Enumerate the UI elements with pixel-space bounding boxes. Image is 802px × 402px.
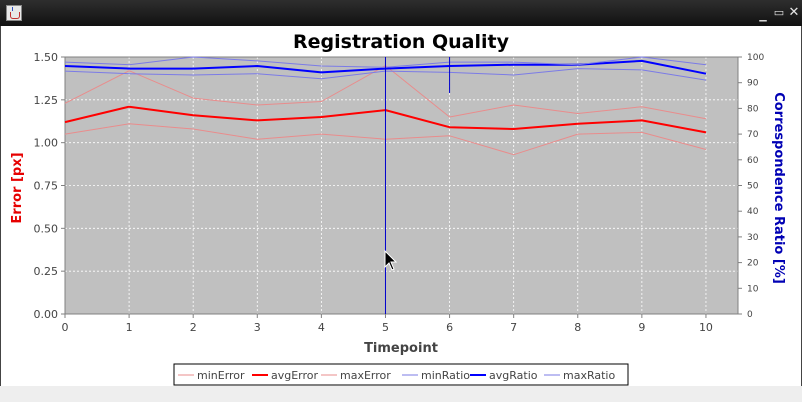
right-tick-label: 70: [747, 130, 759, 140]
mouse-cursor-icon: [384, 249, 398, 271]
right-tick-label: 30: [747, 233, 759, 243]
right-tick-label: 60: [747, 156, 759, 166]
legend-label-avgError: avgError: [271, 369, 319, 382]
java-app-icon[interactable]: [6, 5, 22, 21]
x-tick-label: 10: [699, 321, 713, 334]
right-axis-label: Correspondence Ratio [%]: [771, 92, 786, 284]
left-tick-label: 0.75: [34, 180, 59, 193]
x-tick-label: 0: [62, 321, 69, 334]
x-tick-label: 8: [574, 321, 581, 334]
left-tick-label: 1.00: [34, 137, 59, 150]
window-bottom-strip: [0, 386, 802, 402]
left-tick-label: 1.50: [34, 51, 59, 64]
left-tick-label: 0.00: [34, 308, 59, 321]
x-tick-label: 4: [318, 321, 325, 334]
x-tick-label: 3: [254, 321, 261, 334]
left-axis-label: Error [px]: [10, 152, 25, 223]
legend-label-avgRatio: avgRatio: [489, 369, 538, 382]
x-tick-label: 1: [126, 321, 133, 334]
left-tick-label: 0.25: [34, 265, 59, 278]
right-tick-label: 90: [747, 79, 759, 89]
x-tick-label: 9: [638, 321, 645, 334]
left-tick-label: 0.50: [34, 222, 59, 235]
chart-title: Registration Quality: [293, 31, 510, 53]
left-tick-label: 1.25: [34, 94, 59, 107]
maximize-icon[interactable]: ▭: [773, 6, 785, 19]
minimize-icon[interactable]: _: [759, 4, 767, 22]
window-titlebar: _ ▭ ✕: [0, 0, 802, 26]
x-tick-label: 2: [190, 321, 197, 334]
legend-label-maxError: maxError: [340, 369, 391, 382]
legend-label-minRatio: minRatio: [421, 369, 470, 382]
x-axis-label: Timepoint: [364, 341, 438, 356]
right-tick-label: 20: [747, 259, 759, 269]
legend-box: [173, 363, 629, 386]
right-tick-label: 100: [747, 53, 764, 63]
close-icon[interactable]: ✕: [788, 5, 800, 20]
legend-label-minError: minError: [197, 369, 245, 382]
right-tick-label: 10: [747, 284, 759, 294]
right-tick-label: 50: [747, 182, 759, 192]
legend-label-maxRatio: maxRatio: [563, 369, 615, 382]
x-tick-label: 7: [510, 321, 517, 334]
x-tick-label: 6: [446, 321, 453, 334]
x-tick-label: 5: [382, 321, 389, 334]
right-tick-label: 80: [747, 104, 759, 114]
right-tick-label: 0: [747, 310, 753, 320]
right-tick-label: 40: [747, 207, 759, 217]
